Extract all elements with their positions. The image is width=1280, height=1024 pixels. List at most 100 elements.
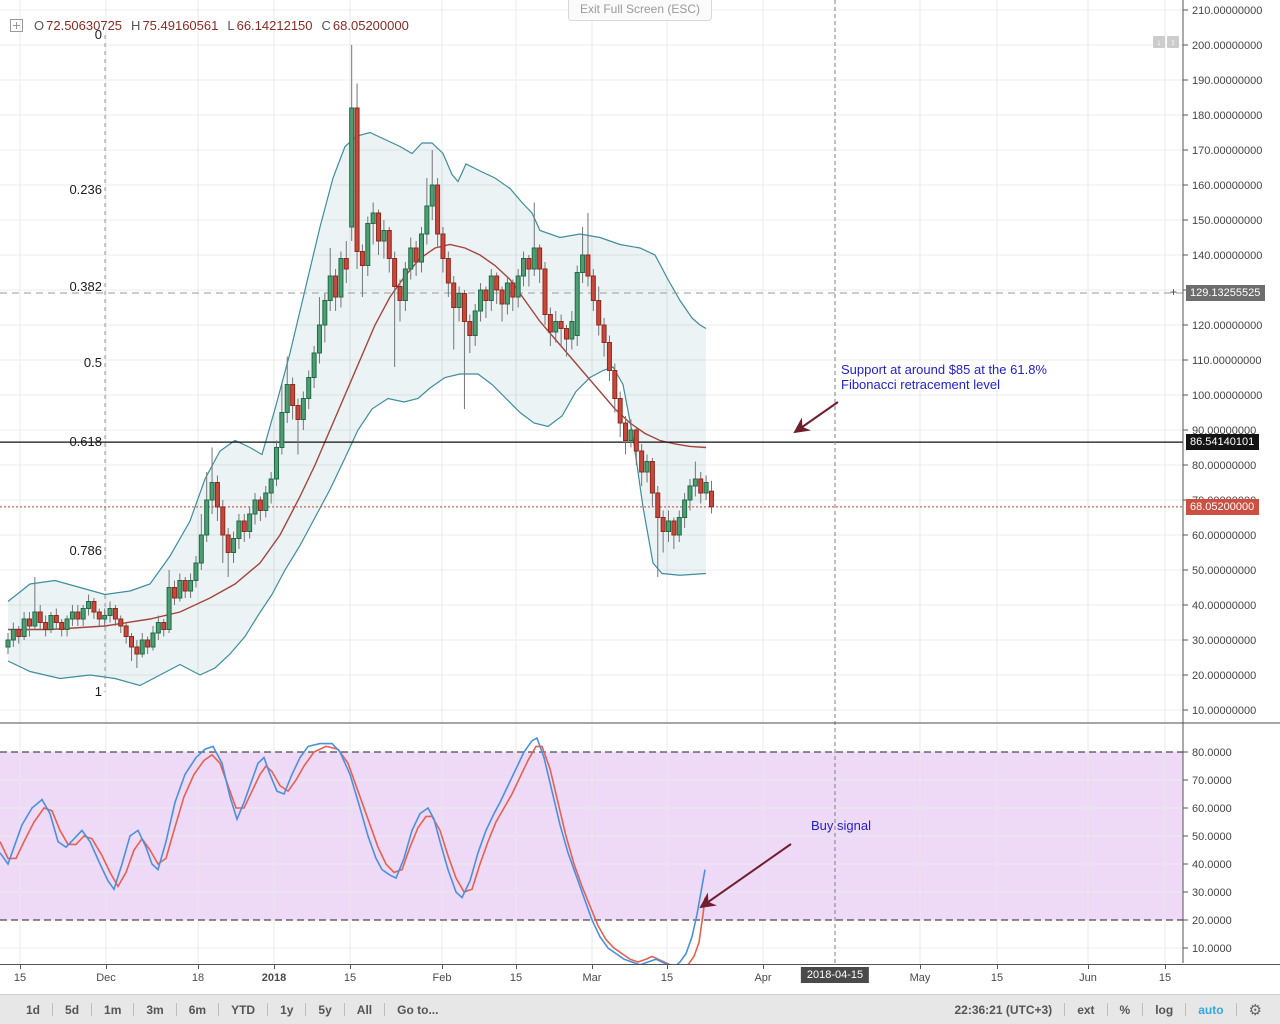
candle (10, 629, 16, 641)
candle (585, 254, 591, 277)
range-button-6m[interactable]: 6m (188, 1002, 207, 1017)
candle (510, 282, 516, 298)
osc-axis-label: 60.0000 (1192, 803, 1232, 815)
fib-level-label: 0 (94, 27, 102, 42)
candle (252, 499, 258, 515)
toolbar-separator (218, 1003, 220, 1016)
date-badge: 2018-04-15 (800, 967, 870, 983)
range-button-5d[interactable]: 5d (65, 1002, 80, 1017)
candle (633, 429, 639, 452)
toggle-ext[interactable]: ext (1077, 1002, 1095, 1017)
range-button-ytd[interactable]: YTD (231, 1002, 256, 1017)
candle (322, 300, 328, 326)
candle (284, 384, 290, 413)
candle (145, 639, 151, 648)
candle (26, 618, 32, 627)
toolbar-separator (1064, 1003, 1066, 1016)
fib-382-price-badge: 129.13255525 (1186, 285, 1266, 301)
candle (687, 485, 693, 501)
fib-level-label: 0.786 (69, 543, 102, 558)
fib-level-label: 0.382 (69, 279, 102, 294)
fib-level-label: 0.5 (83, 355, 102, 370)
add-symbol-icon[interactable] (10, 19, 23, 32)
price-axis-label: 50.00000000 (1192, 565, 1256, 577)
candle (300, 398, 306, 420)
candle (537, 247, 543, 270)
time-axis-label: 15 (343, 972, 357, 984)
time-axis[interactable]: 15 Dec 18 2018 15 Feb 15 Mar 15 Apr May 15 Jun 15 2018… (0, 964, 1280, 994)
candle (365, 223, 371, 266)
candle (306, 377, 312, 399)
time-tick (106, 965, 107, 969)
add-alert-plus-icon[interactable]: + (1170, 285, 1178, 299)
candle (521, 258, 527, 277)
price-axis-label: 170.00000000 (1192, 145, 1262, 157)
time-axis-label: May (909, 972, 931, 984)
candle (563, 328, 569, 340)
candle (333, 275, 339, 298)
candle (295, 405, 301, 420)
range-button-goto[interactable]: Go to... (397, 1002, 439, 1017)
candle (139, 639, 145, 655)
candle (123, 625, 129, 637)
osc-axis-label: 70.0000 (1192, 775, 1232, 787)
fib-level-label: 1 (94, 684, 102, 699)
time-tick (1088, 965, 1089, 969)
settings-gear-icon[interactable]: ⚙ (1248, 1001, 1262, 1019)
candle (112, 608, 118, 620)
candle (231, 538, 237, 553)
price-axis-label: 160.00000000 (1192, 180, 1262, 192)
candle (370, 212, 376, 224)
candle (682, 499, 688, 518)
bottom-toolbar: 1d 5d 1m 3m 6m YTD 1y 5y All Go to... 22:36:21 (U… (0, 994, 1280, 1024)
candle (43, 622, 49, 630)
candle (91, 601, 97, 613)
range-button-1y[interactable]: 1y (280, 1002, 294, 1017)
chart-canvas: 210.00000000200.00000000190.00000000180.… (0, 0, 1280, 964)
price-axis-label: 10.00000000 (1192, 705, 1256, 717)
candle (708, 490, 714, 508)
range-button-all[interactable]: All (356, 1002, 373, 1017)
toolbar-separator (1106, 1003, 1108, 1016)
candle (161, 622, 167, 630)
osc-axis-label: 40.0000 (1192, 859, 1232, 871)
candle (21, 618, 27, 637)
range-button-1m[interactable]: 1m (104, 1002, 122, 1017)
toolbar-separator (343, 1003, 345, 1016)
candle (461, 293, 467, 322)
toolbar-separator (1142, 1003, 1144, 1016)
candle (209, 482, 215, 501)
annotation-arrow (793, 401, 839, 434)
time-tick (1165, 965, 1166, 969)
osc-axis-label: 80.0000 (1192, 747, 1232, 759)
candle (655, 492, 661, 518)
price-axis-label: 150.00000000 (1192, 215, 1262, 227)
candle (290, 384, 296, 406)
candle (274, 447, 279, 480)
osc-axis-label: 10.0000 (1192, 943, 1232, 955)
toggle-%[interactable]: % (1119, 1002, 1131, 1017)
price-axis-label: 210.00000000 (1192, 5, 1262, 17)
toggle-auto[interactable]: auto (1198, 1002, 1224, 1017)
bollinger-upper (7, 131, 707, 602)
scale-down-button[interactable]: ↓ (1153, 36, 1165, 48)
candle (343, 258, 349, 270)
stoch-k-line (0, 736, 706, 964)
time-tick (763, 965, 764, 969)
price-axis-label: 200.00000000 (1192, 40, 1262, 52)
candle (402, 268, 408, 301)
candle (445, 258, 451, 284)
time-axis-label: 15 (13, 972, 27, 984)
toggle-log[interactable]: log (1155, 1002, 1174, 1017)
range-button-5y[interactable]: 5y (318, 1002, 332, 1017)
range-button-3m[interactable]: 3m (146, 1002, 164, 1017)
candle (504, 282, 510, 305)
candle (107, 608, 113, 616)
price-axis-label: 30.00000000 (1192, 635, 1256, 647)
candle (37, 611, 43, 623)
candle (150, 632, 156, 648)
range-button-1d[interactable]: 1d (26, 1002, 41, 1017)
scale-auto-fit-button[interactable]: ↕ (1167, 36, 1179, 48)
toolbar-separator (133, 1003, 135, 1016)
candle (80, 608, 86, 620)
